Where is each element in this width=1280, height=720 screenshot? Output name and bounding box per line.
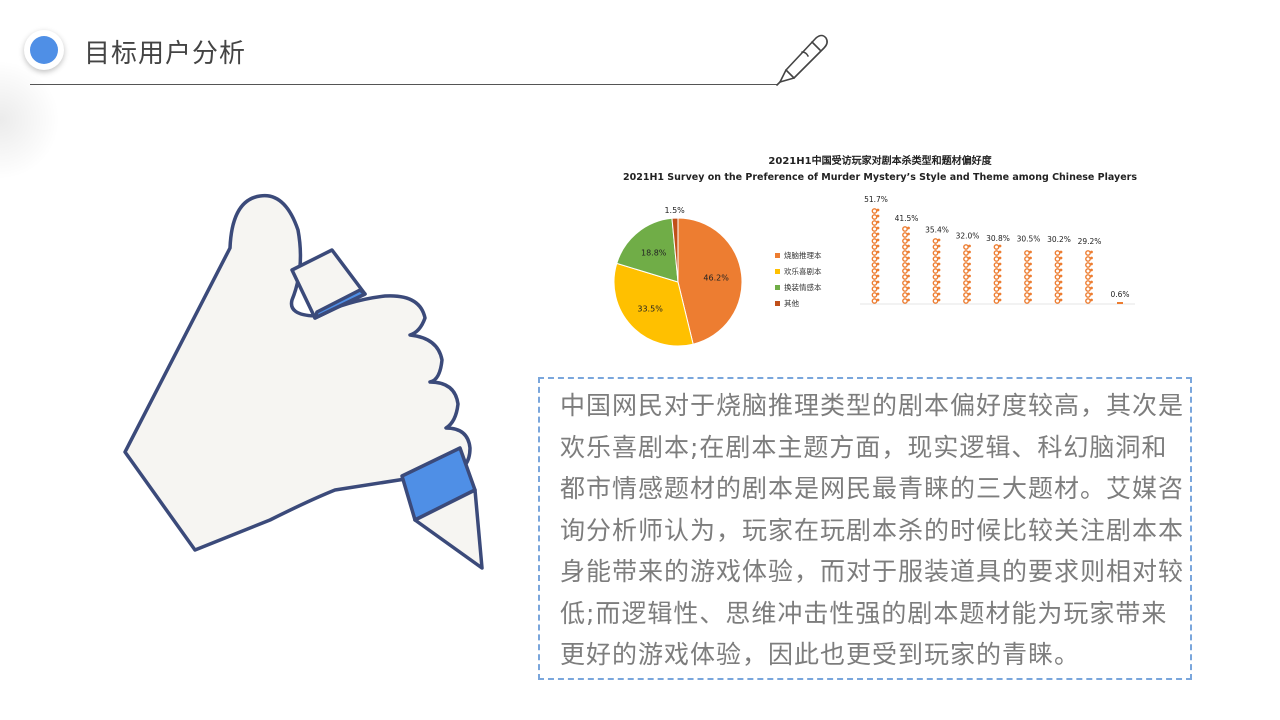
corner-shadow: [0, 60, 60, 180]
pie-data-label: 46.2%: [703, 273, 729, 282]
legend-swatch: [775, 269, 780, 274]
legend-swatch: [775, 285, 780, 290]
thumbs-up-hand-illustration: [123, 193, 484, 570]
chart-subtitle: 2021H1 Survey on the Preference of Murde…: [623, 172, 1137, 183]
summary-paragraph: 中国网民对于烧脑推理类型的剧本偏好度较高，其次是欢乐喜剧本;在剧本主题方面，现实…: [560, 391, 1185, 669]
pie-slice: [613, 262, 694, 347]
bar-data-label: 29.2%: [1078, 237, 1102, 246]
title-bullet-icon: [24, 30, 64, 70]
bar-data-label: 30.8%: [986, 234, 1010, 243]
pictogram-bar: [871, 208, 880, 304]
legend-entry: 烧脑推理本: [784, 250, 822, 260]
pie-slice: [677, 217, 743, 345]
pie-data-label: 1.5%: [664, 206, 685, 215]
legend-entry: 换装情感本: [784, 282, 822, 292]
page-title: 目标用户分析: [84, 39, 247, 69]
legend-entry: 其他: [784, 298, 799, 308]
bar-data-label: 41.5%: [895, 214, 919, 223]
legend-swatch: [775, 253, 780, 258]
pictogram-bar: [1024, 250, 1032, 304]
bar-data-label: 35.4%: [925, 225, 949, 234]
bar-data-label: 0.6%: [1110, 290, 1129, 299]
pie-data-label: 33.5%: [637, 304, 663, 313]
bar-data-label: 32.0%: [956, 232, 980, 241]
pie-slice: [616, 217, 679, 283]
summary-text-box: 中国网民对于烧脑推理类型的剧本偏好度较高，其次是欢乐喜剧本;在剧本主题方面，现实…: [538, 377, 1192, 680]
title-divider: [30, 84, 778, 85]
pictogram-bar: [932, 238, 941, 304]
pictogram-bar: [902, 226, 910, 304]
bar-data-label: 51.7%: [864, 195, 888, 204]
pictogram-bar: [1085, 250, 1093, 304]
pie-chart: 46.2% 33.5% 18.8% 1.5%: [613, 206, 743, 347]
chart-title: 2021H1中国受访玩家对剧本杀类型和题材偏好度: [768, 156, 992, 167]
pictogram-bar-chart: 51.7% 41.5% 35.4% 32.0% 30.8% 30.5% 30.2% 29.2%…: [860, 195, 1135, 305]
bar-data-label: 30.5%: [1017, 234, 1041, 243]
legend-entry: 欢乐喜剧本: [784, 266, 822, 276]
pictogram-bar: [1117, 302, 1123, 304]
pictogram-bar: [993, 244, 1002, 304]
pie-data-label: 18.8%: [641, 248, 667, 257]
pie-slice: [671, 217, 679, 283]
legend-swatch: [775, 301, 780, 306]
bar-data-label: 30.2%: [1047, 235, 1071, 244]
pen-icon: [776, 34, 828, 86]
title-bullet-inner: [30, 36, 58, 64]
pictogram-bar: [1054, 250, 1063, 304]
pictogram-bar: [963, 244, 971, 304]
